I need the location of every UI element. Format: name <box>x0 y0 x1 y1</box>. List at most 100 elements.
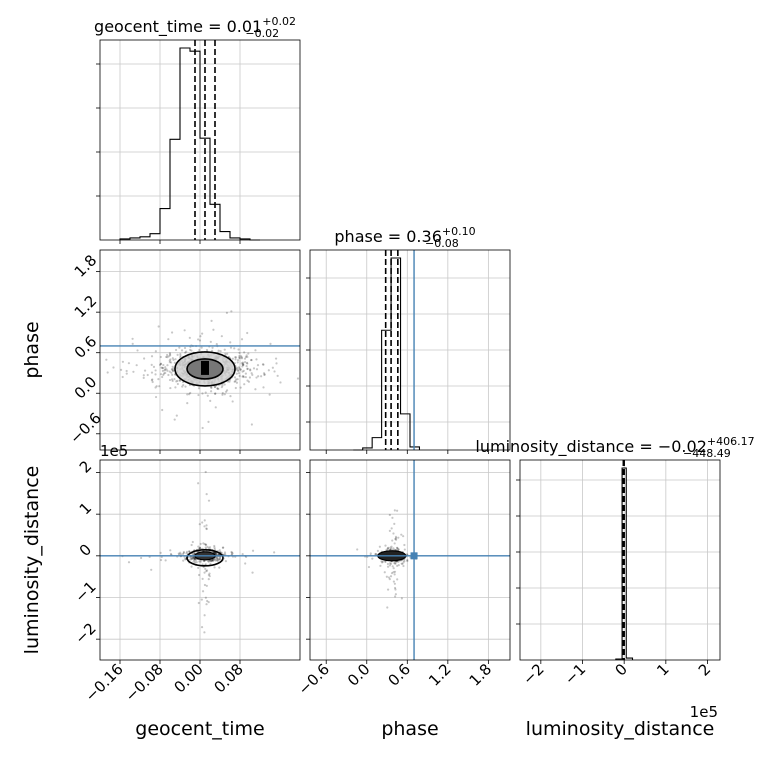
scatter-point <box>185 350 188 353</box>
x-offset-text: 1e5 <box>690 703 718 721</box>
scatter-point <box>223 383 226 386</box>
scatter-point <box>219 350 222 353</box>
y-offset-text: 1e5 <box>100 442 128 460</box>
scatter-point <box>245 354 248 357</box>
scatter-point <box>161 366 164 369</box>
scatter-point <box>241 552 244 556</box>
scatter-point <box>210 386 213 389</box>
scatter-point <box>319 417 321 419</box>
scatter-point <box>159 362 162 366</box>
scatter-point <box>197 566 200 570</box>
scatter-point <box>251 571 254 574</box>
scatter-point <box>203 559 206 563</box>
scatter-point <box>233 380 236 383</box>
scatter-point <box>175 414 178 417</box>
scatter-point <box>210 349 214 353</box>
scatter-point <box>273 551 276 554</box>
scatter-point <box>388 562 392 565</box>
scatter-point <box>73 373 75 375</box>
scatter-point <box>249 369 252 372</box>
scatter-point <box>234 356 237 359</box>
scatter-point <box>235 378 238 381</box>
scatter-point <box>224 352 227 355</box>
scatter-point <box>197 387 201 390</box>
scatter-point <box>169 358 172 361</box>
scatter-point <box>237 372 240 375</box>
scatter-point <box>205 527 208 530</box>
scatter-point <box>381 560 384 563</box>
scatter-point <box>211 559 214 562</box>
scatter-point <box>388 513 391 517</box>
scatter-point <box>197 545 200 548</box>
scatter-point <box>236 378 239 381</box>
scatter-point <box>207 499 211 502</box>
scatter-point <box>247 380 251 383</box>
scatter-point <box>242 364 245 367</box>
scatter-point <box>198 339 202 342</box>
scatter-point <box>112 366 115 369</box>
scatter-point <box>389 562 393 565</box>
scatter-point <box>405 553 409 556</box>
scatter-point <box>230 553 234 556</box>
scatter-point <box>168 359 171 362</box>
scatter-point <box>143 369 147 372</box>
scatter-point <box>240 338 244 341</box>
scatter-point <box>188 550 191 553</box>
scatter-point <box>269 342 272 345</box>
x-axis-label: luminosity_distance <box>526 718 715 740</box>
scatter-point <box>152 365 156 368</box>
scatter-point <box>166 369 169 372</box>
scatter-point <box>374 552 377 556</box>
scatter-point <box>201 392 204 395</box>
scatter-point <box>215 559 219 562</box>
y-axis-label: luminosity_distance <box>21 466 43 655</box>
scatter-point <box>162 363 165 367</box>
scatter-point <box>105 358 108 361</box>
scatter-point <box>176 353 179 356</box>
scatter-point <box>236 368 240 372</box>
scatter-point <box>169 552 173 556</box>
scatter-point <box>230 550 233 554</box>
scatter-point <box>223 551 227 554</box>
scatter-point <box>166 356 169 359</box>
scatter-point <box>216 387 219 390</box>
scatter-point <box>234 356 238 359</box>
scatter-point <box>157 378 160 381</box>
scatter-point <box>182 559 185 562</box>
scatter-point <box>385 575 388 578</box>
panel-frame <box>519 459 721 661</box>
panel-luminosity-distance-vs-phase: −0.6 0.0 0.6 1.2 1.8 <box>295 459 511 699</box>
scatter-point <box>193 558 196 561</box>
scatter-point <box>302 344 304 346</box>
scatter-point <box>376 549 380 552</box>
scatter-point <box>166 364 169 367</box>
scatter-point <box>169 354 172 357</box>
scatter-point <box>246 379 249 382</box>
scatter-point <box>172 369 175 372</box>
scatter-point <box>216 465 218 467</box>
y-tick-label: 0.6 <box>71 332 101 362</box>
scatter-point <box>180 349 184 352</box>
title-plus: +0.10 <box>442 225 476 238</box>
scatter-point <box>271 366 274 369</box>
scatter-point <box>390 547 393 551</box>
scatter-point <box>249 368 252 371</box>
scatter-point <box>240 356 243 359</box>
scatter-point <box>393 586 397 590</box>
scatter-point <box>231 400 234 403</box>
scatter-point <box>186 402 189 405</box>
scatter-point <box>268 393 271 396</box>
histogram-step <box>615 467 634 660</box>
scatter-point <box>228 380 231 383</box>
scatter-point <box>183 329 186 332</box>
scatter-point <box>400 562 403 565</box>
scatter-point <box>161 367 165 370</box>
scatter-point <box>183 346 187 350</box>
scatter-point <box>188 336 191 339</box>
scatter-point <box>169 386 172 390</box>
scatter-point <box>397 536 400 539</box>
scatter-point <box>242 375 245 379</box>
scatter-point <box>188 550 191 553</box>
scatter-point <box>197 601 200 605</box>
scatter-point <box>177 552 180 555</box>
